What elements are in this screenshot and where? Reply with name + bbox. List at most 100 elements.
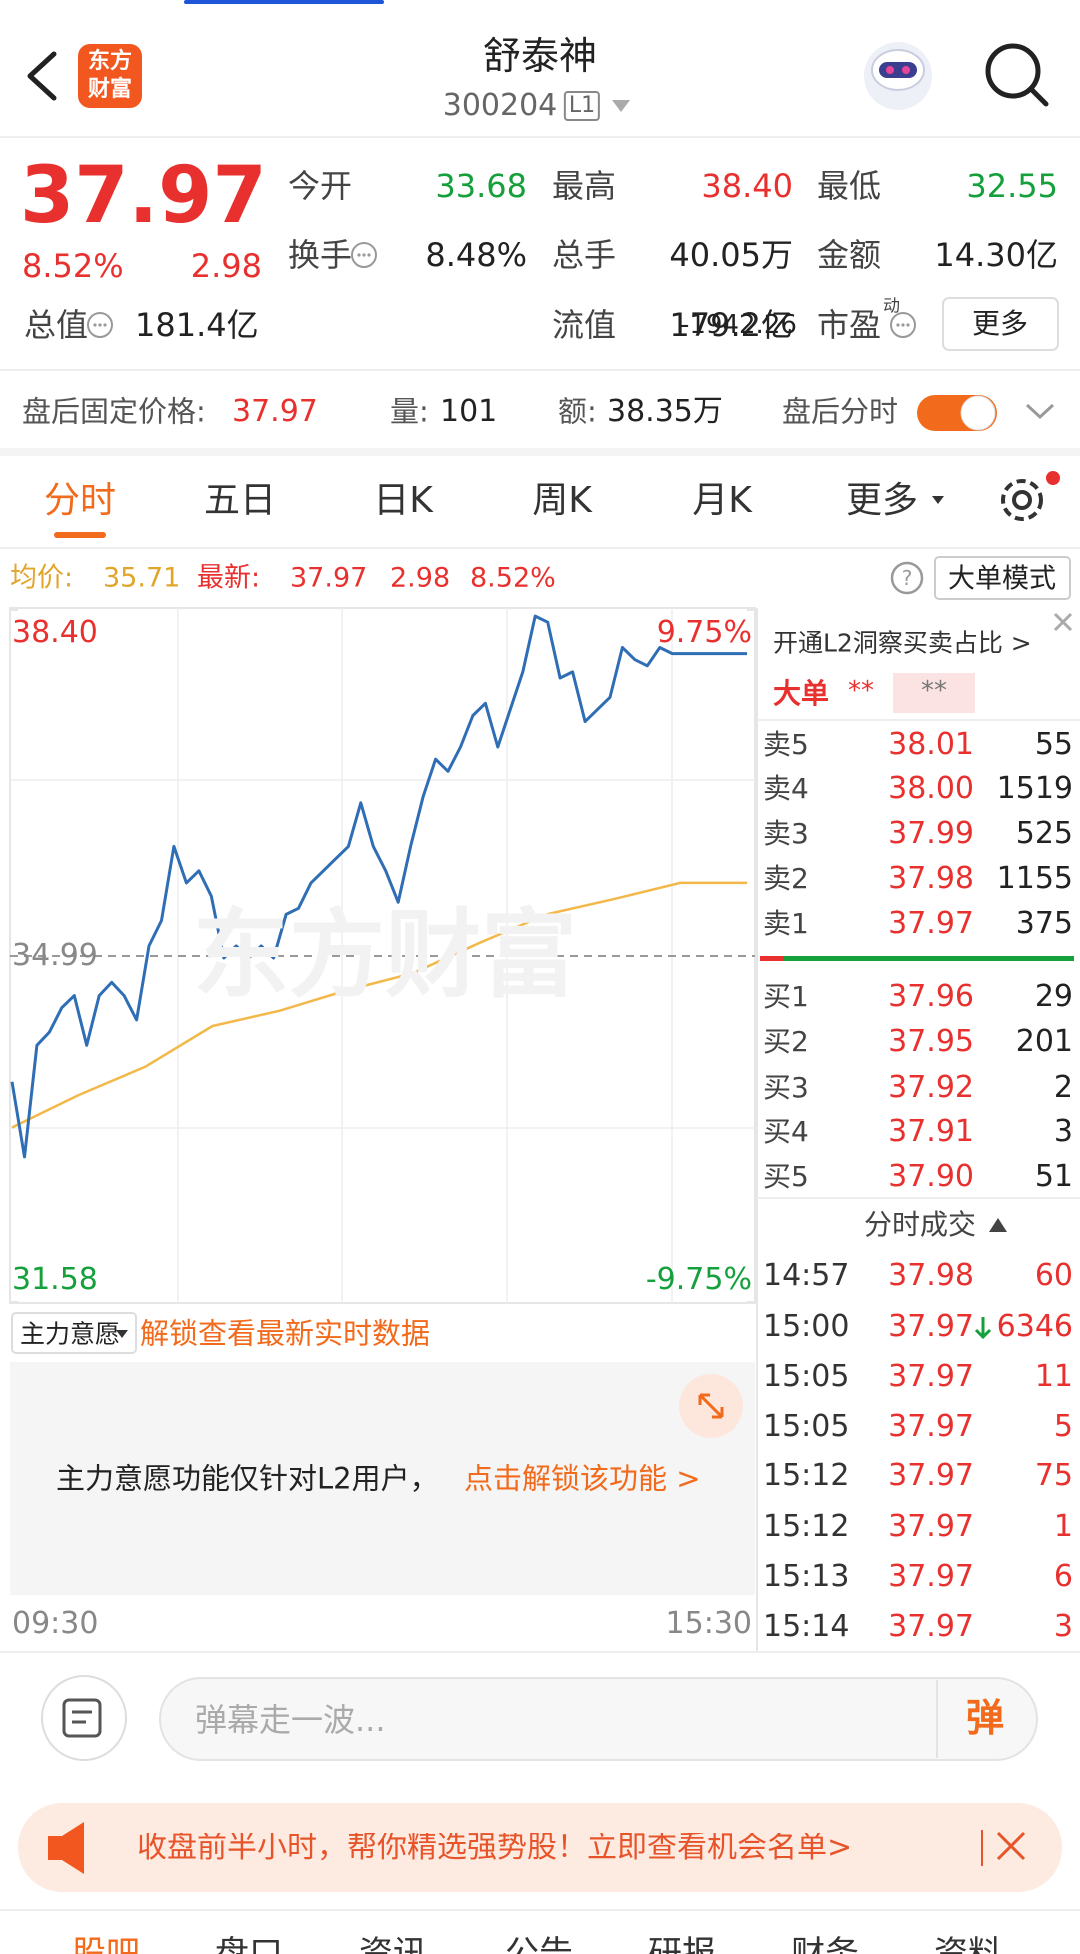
- search-icon[interactable]: [985, 43, 1049, 107]
- mode-button-frame[interactable]: [934, 556, 1071, 600]
- more-button-frame[interactable]: [942, 297, 1059, 351]
- promo-banner[interactable]: [18, 1803, 1062, 1892]
- latest-label: 最新:: [197, 562, 261, 594]
- tab[interactable]: 月K: [692, 480, 752, 521]
- field-value: -1942.26: [680, 310, 797, 340]
- trade-direction: [974, 1317, 992, 1340]
- bottom-tab[interactable]: 财务: [791, 1934, 859, 1954]
- field-label: 市盈: [817, 306, 882, 344]
- robot-avatar[interactable]: [864, 42, 932, 110]
- comment-input[interactable]: [159, 1677, 1038, 1761]
- big-order-box: [893, 673, 975, 713]
- book-volume: 1155: [996, 861, 1073, 896]
- field-label: 最低: [817, 167, 882, 205]
- more-button[interactable]: 更多: [971, 307, 1029, 340]
- tab[interactable]: 周K: [532, 480, 592, 521]
- bottom-tab[interactable]: 资料: [934, 1934, 1002, 1954]
- mode-button[interactable]: 大单模式: [948, 563, 1056, 595]
- expand-icon[interactable]: [679, 1374, 743, 1438]
- field-value: 181.4亿: [135, 306, 259, 344]
- book-price: 37.95: [888, 1024, 974, 1059]
- bottom-tab[interactable]: 公告: [505, 1934, 573, 1954]
- trades-title: 分时成交: [863, 1208, 977, 1241]
- bottom-tab[interactable]: 资讯: [359, 1934, 427, 1954]
- danmu-button[interactable]: 弹: [965, 1696, 1005, 1740]
- svg-text:?: ?: [902, 566, 913, 590]
- back-icon[interactable]: [27, 51, 57, 101]
- book-price: 37.98: [888, 861, 974, 896]
- book-volume: 1519: [996, 771, 1073, 806]
- bottom-tab[interactable]: 研报: [648, 1934, 716, 1954]
- logo[interactable]: [78, 44, 142, 108]
- book-price: 37.97: [888, 906, 974, 941]
- stock-code: 300204: [442, 88, 558, 123]
- l2-promo[interactable]: 开通L2洞察买卖占比 >: [773, 628, 1032, 658]
- book-label: 买3: [763, 1071, 809, 1104]
- banner-text[interactable]: 收盘前半小时，帮你精选强势股！立即查看机会名单>: [137, 1833, 853, 1863]
- selector-frame[interactable]: [11, 1312, 137, 1354]
- code-dropdown[interactable]: [612, 100, 630, 112]
- trade-price: 37.97: [888, 1359, 974, 1394]
- notice-link[interactable]: 点击解锁该功能 >: [464, 1461, 701, 1496]
- last-price: 37.97: [20, 151, 267, 241]
- info-icon[interactable]: [351, 242, 377, 268]
- after-hours-price: 37.97: [232, 394, 318, 429]
- tab[interactable]: 分时: [43, 480, 117, 521]
- close-icon[interactable]: [1053, 612, 1073, 632]
- y-tick-label: 31.58: [12, 1262, 98, 1297]
- trades-caret[interactable]: [989, 1218, 1007, 1232]
- expand-chevron[interactable]: [1025, 403, 1055, 420]
- trade-price: 37.97: [888, 1458, 974, 1493]
- tab[interactable]: 五日: [203, 480, 277, 521]
- trade-volume: 3: [1053, 1609, 1073, 1644]
- tab[interactable]: 更多: [845, 480, 919, 521]
- comment-placeholder[interactable]: 弹幕走一波...: [195, 1701, 386, 1739]
- after-hours-label: 盘后固定价格:: [22, 394, 206, 429]
- after-hours-amount: 38.35万: [607, 394, 723, 429]
- after-hours-toggle-label: 盘后分时: [782, 394, 899, 429]
- help-icon[interactable]: ?: [890, 561, 924, 595]
- book-volume: 29: [1034, 979, 1073, 1014]
- y-tick-label: 38.40: [12, 615, 98, 650]
- book-price: 38.01: [888, 727, 974, 762]
- book-volume: 55: [1034, 727, 1073, 762]
- y2-tick-label: 9.75%: [656, 615, 752, 650]
- selector[interactable]: 主力意愿: [20, 1319, 121, 1349]
- trade-price: 37.97: [888, 1409, 974, 1444]
- info-icon[interactable]: [87, 312, 113, 338]
- avg-line: [11, 881, 747, 1129]
- field-label: 总值: [24, 306, 89, 344]
- settings-icon[interactable]: [1001, 471, 1060, 521]
- y2-tick-label: -9.75%: [645, 1262, 752, 1297]
- section-gap: [0, 448, 1080, 456]
- tab[interactable]: 日K: [373, 480, 433, 521]
- bottom-tab[interactable]: 股吧: [72, 1934, 140, 1954]
- selector-caret[interactable]: [116, 1330, 128, 1338]
- toggle-knob: [960, 395, 996, 431]
- book-label: 卖4: [763, 772, 809, 805]
- ratio-bar-green: [784, 956, 1074, 961]
- unlock-link[interactable]: 解锁查看最新实时数据: [140, 1316, 431, 1351]
- stock-name: 舒泰神: [482, 34, 598, 78]
- ratio-bar-red: [760, 956, 784, 961]
- bottom-tab[interactable]: 盘口: [215, 1934, 283, 1954]
- status-indicator: [184, 0, 384, 4]
- trade-price: 37.97: [888, 1509, 974, 1544]
- trade-time: 15:05: [763, 1359, 850, 1394]
- x-tick-label: 15:30: [665, 1606, 752, 1641]
- book-label: 买1: [763, 980, 809, 1013]
- book-price: 37.92: [888, 1070, 974, 1105]
- book-volume: 51: [1034, 1159, 1073, 1194]
- banner-close[interactable]: [996, 1831, 1026, 1861]
- locked-panel: [10, 1362, 755, 1595]
- tab-more-caret[interactable]: [932, 496, 944, 504]
- logo-text: 东方: [87, 49, 133, 74]
- x-tick-label: 09:30: [12, 1606, 99, 1641]
- field-label: 总手: [552, 236, 617, 274]
- trade-time: 15:05: [763, 1409, 850, 1444]
- note-icon[interactable]: [41, 1675, 127, 1761]
- info-icon[interactable]: [890, 312, 916, 338]
- book-label: 卖1: [763, 907, 809, 940]
- change-pct: 8.52%: [22, 247, 124, 285]
- trade-volume: 6346: [996, 1309, 1073, 1344]
